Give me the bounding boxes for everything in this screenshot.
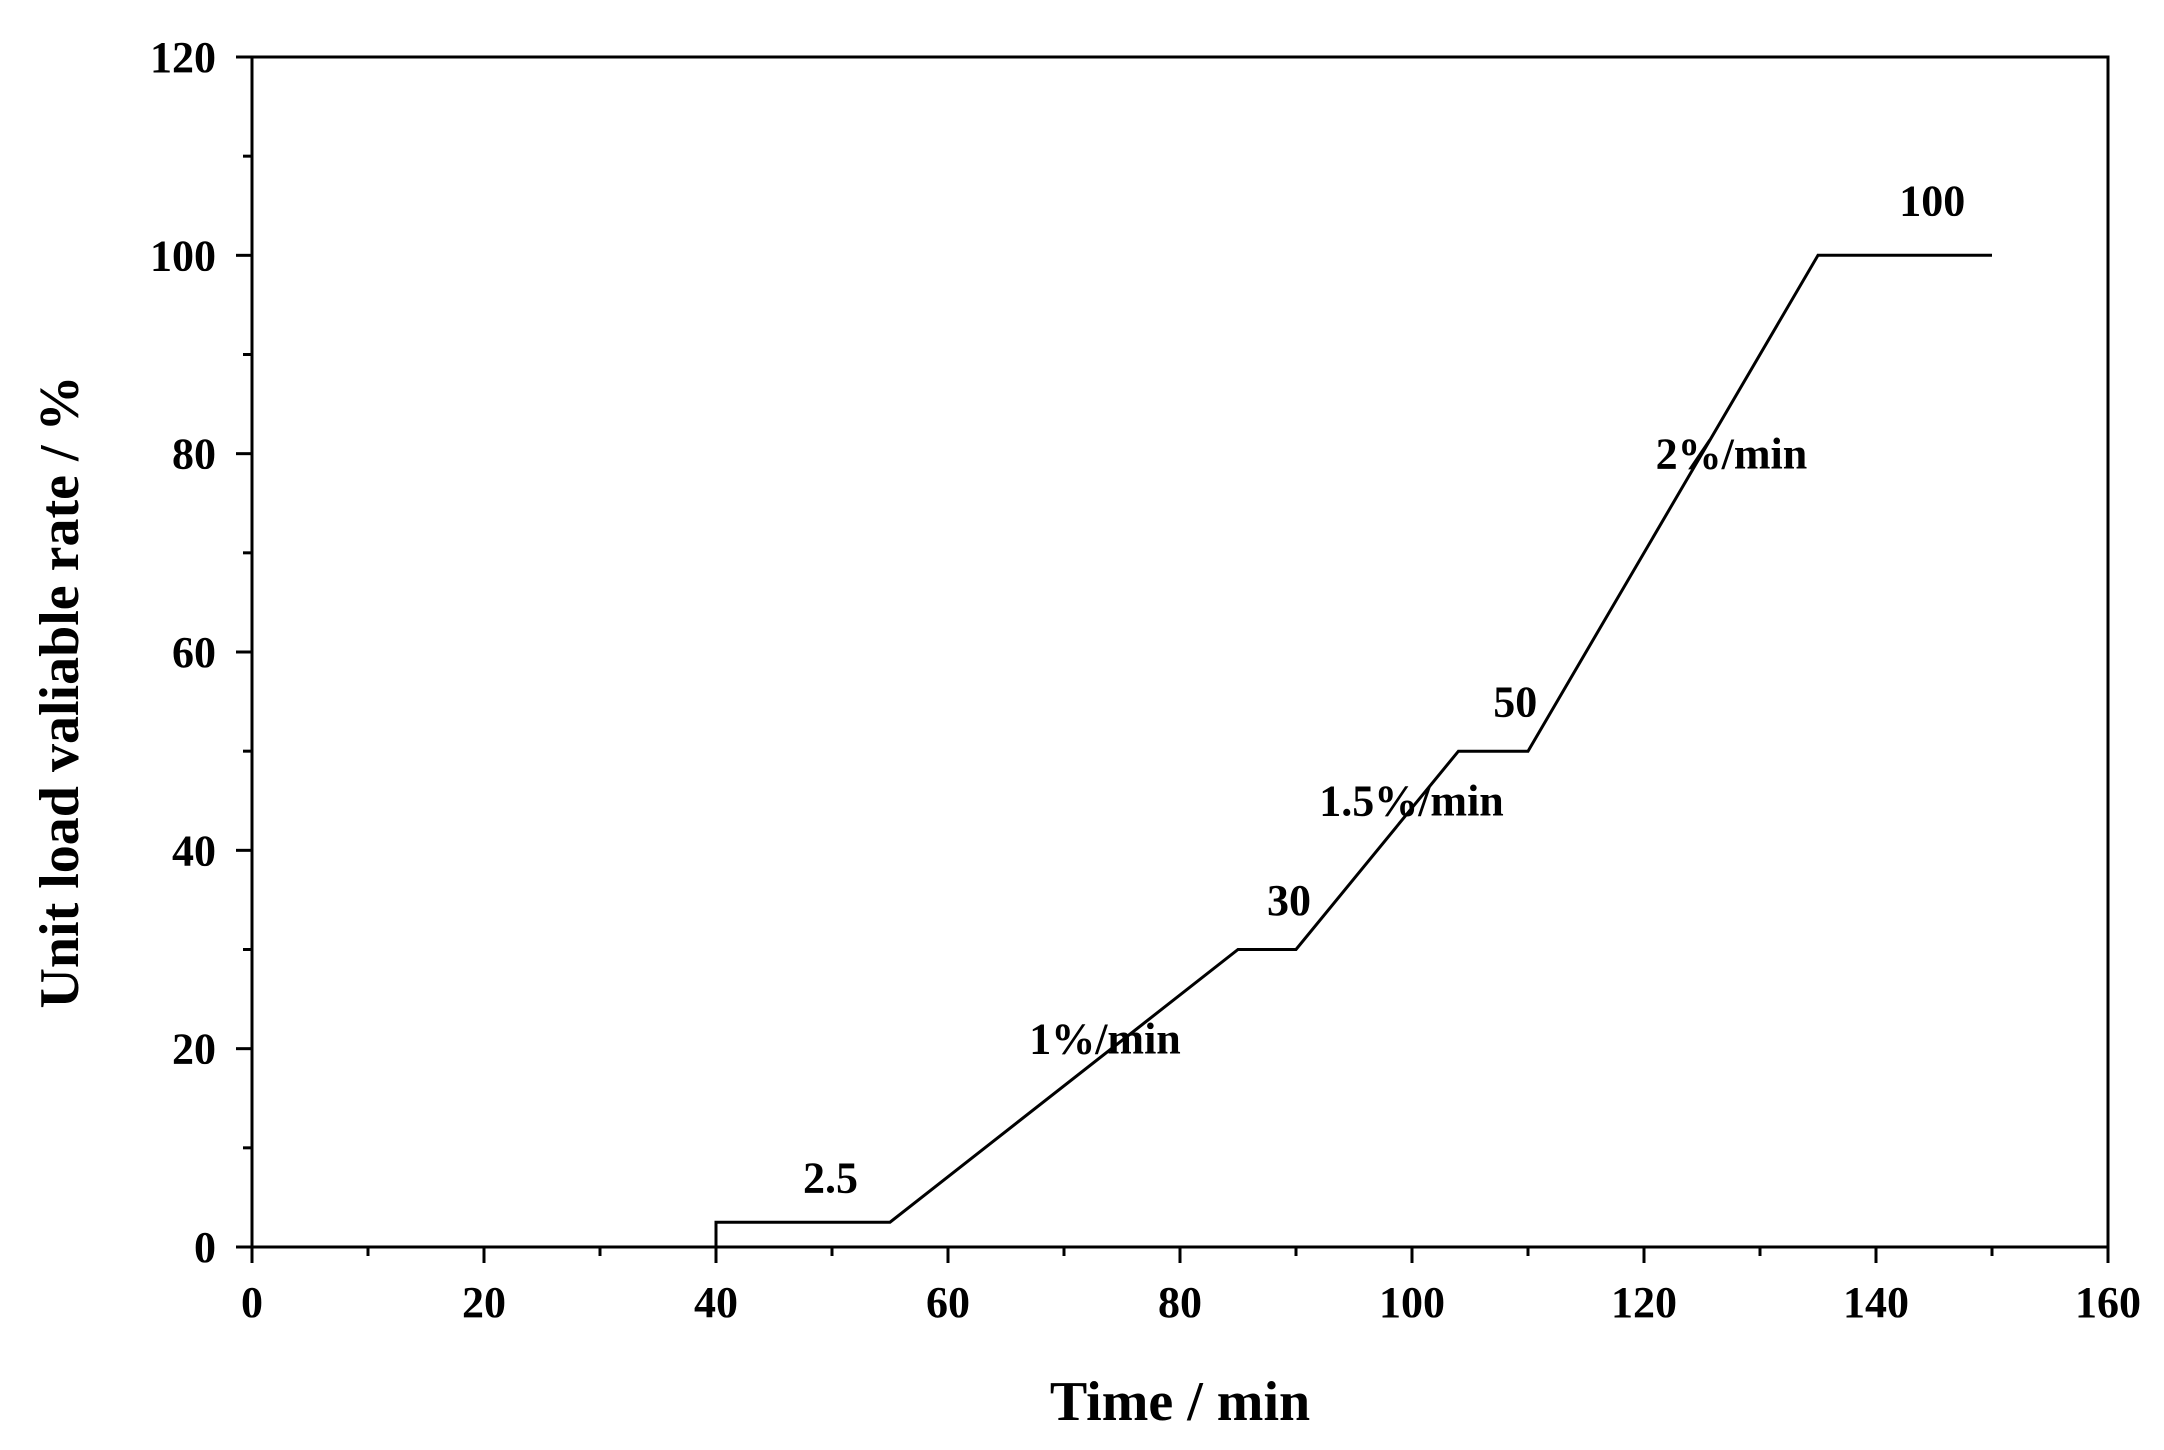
annotation-label: 1%/min [1029,1015,1181,1064]
y-tick-label: 20 [172,1025,216,1074]
annotation-label: 50 [1493,677,1537,726]
x-tick-label: 20 [462,1278,506,1327]
x-tick-label: 60 [926,1278,970,1327]
annotation-label: 100 [1899,177,1965,226]
y-axis-title: Unit load valiable rate / % [29,375,91,1008]
annotation-label: 2.5 [803,1153,858,1202]
x-tick-label: 120 [1611,1278,1677,1327]
x-tick-label: 100 [1379,1278,1445,1327]
annotation-label: 2%/min [1656,430,1808,479]
series-line [714,253,1992,1247]
series [714,253,1992,1247]
x-tick-label: 40 [694,1278,738,1327]
y-tick-label: 80 [172,430,216,479]
x-tick-label: 80 [1158,1278,1202,1327]
annotation-label: 1.5%/min [1319,777,1504,826]
y-tick-label: 60 [172,628,216,677]
x-tick-label: 160 [2075,1278,2141,1327]
x-tick-label: 140 [1843,1278,1909,1327]
annotations: 2.5 1%/min 30 1.5%/min 50 2%/min 100 [803,177,1965,1203]
x-axis-title: Time / min [1050,1371,1310,1433]
ticks: 0 20 40 60 80 100 120 140 160 0 20 40 60 80 100 120 [150,33,2141,1327]
x-tick-label: 0 [241,1278,263,1327]
y-tick-label: 0 [194,1223,216,1272]
y-tick-label: 120 [150,33,216,82]
y-tick-label: 100 [150,231,216,280]
y-tick-label: 40 [172,826,216,875]
annotation-label: 30 [1267,876,1311,925]
